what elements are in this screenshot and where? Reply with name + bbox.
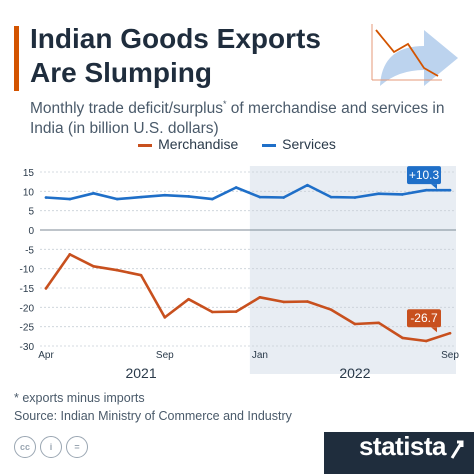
data-point-merchandise — [353, 322, 357, 326]
title-line-2: Are Slumping — [30, 57, 213, 88]
data-point-services — [211, 197, 214, 201]
y-tick-label: -10 — [20, 265, 35, 276]
data-point-services — [377, 192, 381, 195]
title-accent-bar — [14, 26, 19, 91]
data-point-merchandise — [306, 300, 309, 303]
end-label-services: +10.3 — [409, 168, 440, 182]
data-point-services — [44, 196, 48, 199]
footnote-text: * exports minus imports — [14, 391, 145, 405]
subtitle-text-2: of merchandise and services in India (in… — [30, 100, 445, 138]
data-point-merchandise — [258, 295, 262, 299]
data-point-merchandise — [211, 310, 214, 314]
x-tick-label: Jan — [252, 350, 268, 361]
data-point-merchandise — [68, 253, 72, 256]
data-point-services — [68, 197, 72, 201]
brand-background — [324, 432, 474, 474]
data-point-merchandise — [92, 265, 95, 268]
data-point-services — [139, 195, 143, 199]
x-tick-label: Sep — [441, 350, 459, 361]
y-tick-label: 0 — [28, 226, 34, 237]
legend-label-services: Services — [282, 136, 336, 152]
end-label-box-services — [407, 166, 441, 185]
data-point-merchandise — [163, 316, 167, 319]
data-point-merchandise — [282, 300, 285, 304]
data-point-services — [424, 188, 428, 192]
end-label-merchandise: -26.7 — [410, 311, 438, 325]
y-tick-label: 5 — [28, 207, 34, 218]
data-point-services — [306, 183, 309, 187]
data-point-merchandise — [329, 308, 333, 311]
data-point-services — [187, 195, 190, 198]
data-point-services — [401, 193, 404, 196]
cc-icon[interactable]: cc — [14, 436, 36, 458]
footnote-block: * exports minus imports Source: Indian M… — [14, 389, 292, 425]
legend-item-merchandise: Merchandise — [138, 136, 238, 152]
declining-arrow-icon — [371, 24, 458, 86]
data-point-merchandise — [234, 310, 238, 313]
y-tick-label: -30 — [20, 342, 35, 353]
data-point-merchandise — [377, 321, 381, 325]
end-label-pointer-services — [431, 184, 437, 190]
data-point-merchandise — [44, 287, 48, 290]
data-point-services — [353, 196, 357, 199]
data-point-services — [448, 188, 452, 192]
subtitle-footnote-mark: * — [222, 99, 227, 109]
y-tick-label: -20 — [20, 303, 35, 314]
subtitle-text-1: Monthly trade deficit/surplus — [30, 100, 223, 118]
data-point-services — [92, 191, 95, 195]
no-derivatives-icon[interactable]: = — [66, 436, 88, 458]
data-point-services — [234, 186, 238, 189]
y-tick-label: -15 — [20, 284, 35, 295]
data-point-merchandise — [448, 331, 452, 335]
footer-bar: cc i = statista — [0, 424, 474, 474]
year-label: 2022 — [339, 365, 370, 381]
title-line-1: Indian Goods Exports — [30, 23, 321, 54]
y-tick-label: -5 — [25, 245, 34, 256]
chart-title: Indian Goods Exports Are Slumping — [30, 22, 350, 90]
data-point-services — [115, 197, 119, 201]
year-label: 2021 — [125, 365, 156, 381]
series-line-services — [44, 183, 452, 201]
legend-swatch-services — [262, 143, 277, 147]
source-text: Source: Indian Ministry of Commerce and … — [14, 409, 292, 423]
attribution-icon[interactable]: i — [40, 436, 62, 458]
data-point-merchandise — [424, 339, 428, 343]
statista-arrow-icon — [450, 440, 464, 459]
end-label-box-merchandise — [407, 309, 441, 328]
data-point-merchandise — [187, 297, 190, 301]
data-point-services — [329, 195, 333, 199]
data-point-services — [258, 195, 262, 199]
x-tick-label: Sep — [156, 350, 174, 361]
y-tick-label: -25 — [20, 323, 35, 334]
data-point-merchandise — [115, 268, 119, 272]
statista-logo[interactable]: statista — [358, 431, 447, 461]
legend-swatch-merchandise — [138, 143, 153, 147]
x-tick-label: Apr — [38, 350, 54, 361]
end-label-pointer-merchandise — [431, 327, 437, 333]
data-point-merchandise — [401, 336, 404, 340]
chart-subtitle: Monthly trade deficit/surplus* of mercha… — [30, 94, 450, 139]
legend-item-services: Services — [262, 136, 336, 152]
license-icons: cc i = — [14, 436, 88, 458]
y-tick-label: 15 — [23, 168, 35, 179]
data-point-services — [282, 196, 285, 199]
data-point-services — [163, 193, 167, 197]
y-tick-label: 10 — [23, 187, 35, 198]
legend-label-merchandise: Merchandise — [158, 136, 239, 152]
series-line-merchandise — [44, 253, 452, 343]
data-point-merchandise — [139, 273, 143, 277]
chart-legend: Merchandise Services — [0, 136, 474, 152]
